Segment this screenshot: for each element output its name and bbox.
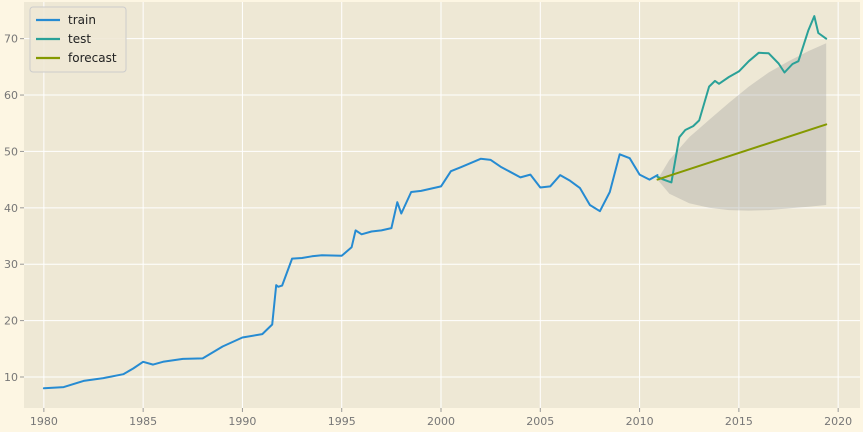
x-tick-label: 2000 [427, 415, 455, 428]
y-axis-ticks: 10 20 30 40 50 60 70 [4, 33, 24, 384]
legend-label-forecast: forecast [68, 51, 117, 65]
x-tick-label: 2020 [824, 415, 852, 428]
y-tick-label: 60 [4, 89, 18, 102]
legend: train test forecast [29, 6, 127, 73]
y-tick-label: 20 [4, 315, 18, 328]
legend-label-train: train [68, 13, 96, 27]
forecast-confidence-band [657, 43, 827, 211]
x-tick-label: 2015 [725, 415, 753, 428]
x-tick-label: 1995 [328, 415, 356, 428]
y-tick-label: 30 [4, 258, 18, 271]
y-tick-label: 40 [4, 202, 18, 215]
x-tick-label: 2005 [526, 415, 554, 428]
series-line-test [656, 15, 828, 184]
x-tick-label: 1980 [30, 415, 58, 428]
series-line-forecast [656, 123, 828, 181]
x-tick-label: 1990 [228, 415, 256, 428]
y-tick-label: 70 [4, 33, 18, 46]
series-line-train [42, 153, 659, 390]
series-lines [42, 15, 828, 390]
x-axis-ticks: 1980 1985 1990 1995 2000 2005 2010 2015 2020 [30, 408, 852, 428]
gridlines [24, 2, 860, 408]
x-tick-label: 2010 [626, 415, 654, 428]
y-tick-label: 10 [4, 371, 18, 384]
y-tick-label: 50 [4, 145, 18, 158]
legend-box [29, 6, 127, 73]
confidence-interval [657, 43, 827, 211]
legend-label-test: test [68, 32, 91, 46]
plot-area [24, 2, 860, 408]
x-tick-label: 1985 [129, 415, 157, 428]
